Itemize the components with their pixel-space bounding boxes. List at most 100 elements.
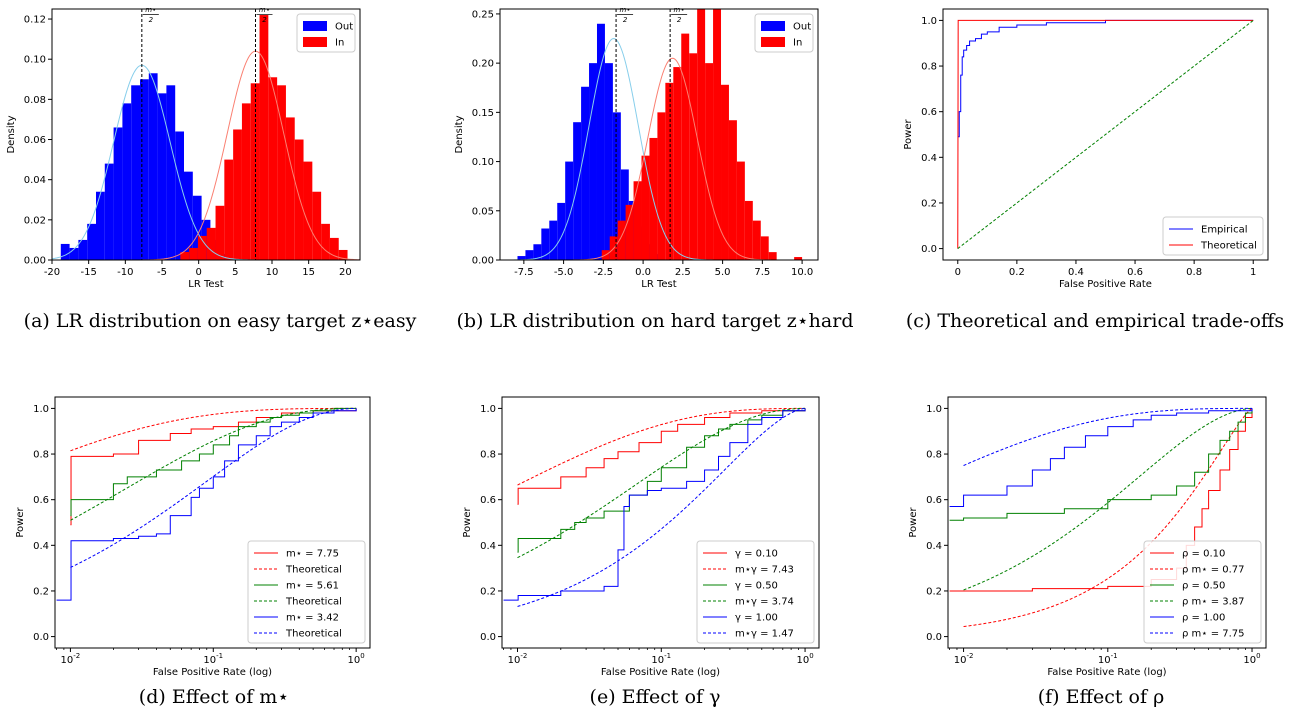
- hist-bar-in: [241, 103, 251, 260]
- y-tick-label: 0.0: [33, 632, 49, 643]
- y-tick-label: 0.6: [33, 495, 49, 506]
- x-tick-label: -5.0: [554, 267, 574, 278]
- legend-label: m⋆γ = 1.47: [735, 629, 794, 640]
- hist-bar-in: [760, 236, 769, 260]
- x-axis-label: False Positive Rate (log): [601, 667, 720, 678]
- y-tick-label: 0.4: [926, 541, 942, 552]
- hist-bar-out: [533, 244, 542, 260]
- legend-label: ρ = 0.10: [1182, 549, 1225, 560]
- legend-label: Out: [335, 22, 353, 33]
- legend: ρ = 0.10 ρ m⋆ = 0.77 ρ = 0.50 ρ m⋆ = 3.87 ρ …: [1143, 540, 1262, 644]
- y-tick-label: 0.8: [926, 450, 942, 461]
- y-tick-label: 0.02: [24, 215, 46, 226]
- chart-a: m⋆ 2 m⋆ 2 -20 -15 -10 -5 0 5 10 15 20 0.00 0.02 0.04 0.0…: [6, 6, 361, 290]
- hist-bar-in: [657, 112, 666, 260]
- series-line-0: [517, 408, 806, 505]
- legend-label: ρ = 1.00: [1182, 613, 1225, 624]
- x-tick-label: 10-2: [508, 652, 528, 666]
- y-tick-label: 0.6: [480, 495, 496, 506]
- plot-area-c: [957, 19, 1254, 249]
- hist-bar-in: [197, 235, 207, 260]
- x-tick-label: -20: [44, 267, 60, 278]
- y-tick-label: 0.4: [480, 541, 496, 552]
- y-tick-label: 1.0: [33, 404, 49, 415]
- hist-bar-out: [122, 103, 132, 260]
- x-tick-label: 0: [195, 267, 201, 278]
- hist-bar-out: [104, 163, 114, 260]
- series-line-2: [517, 408, 806, 553]
- hist-bar-in: [338, 249, 348, 260]
- legend-label: γ = 0.50: [735, 581, 778, 592]
- hist-bar-in: [625, 204, 634, 260]
- hist-bar-out: [87, 223, 96, 260]
- legend-label: Theoretical: [285, 565, 342, 576]
- hist-bar-out: [581, 86, 590, 260]
- svg-text:2: 2: [262, 16, 267, 24]
- series-line-5: [70, 407, 357, 568]
- hist-bar-in: [189, 247, 198, 260]
- legend-label: In: [335, 38, 344, 49]
- y-axis-label: Power: [903, 118, 914, 149]
- x-tick-label: 10.0: [791, 267, 813, 278]
- hist-bar-in: [206, 227, 216, 260]
- x-tick-label: 100: [796, 652, 813, 666]
- x-tick-label: 0.6: [1127, 267, 1143, 278]
- legend: Out In: [754, 13, 814, 53]
- axes-frame: [501, 396, 820, 649]
- mean-marker-label: m⋆ 2: [617, 6, 634, 24]
- y-tick-label: 0.04: [24, 175, 46, 186]
- y-tick-label: 0.12: [24, 15, 46, 26]
- hist-bar-out: [596, 23, 605, 260]
- caption-c: (c) Theoretical and empirical trade-offs: [906, 310, 1284, 332]
- hist-bar-in: [665, 82, 674, 260]
- hist-bar-in: [633, 181, 642, 260]
- hist-bar-in: [329, 237, 339, 260]
- y-tick-label: 0.20: [472, 59, 494, 70]
- y-tick-label: 0.10: [24, 55, 46, 66]
- x-tick-label: 10-2: [61, 652, 81, 666]
- chart-f: 10-2 10-1 100 0.0 0.2 0.4 0.6 0.8 1.0 False Posit…: [908, 396, 1267, 678]
- series-line-1: [957, 19, 1254, 249]
- hist-bar-out: [184, 171, 193, 260]
- hist-bar-in: [617, 220, 626, 260]
- hist-bar-in: [215, 205, 225, 260]
- hist-bar-out: [96, 191, 105, 260]
- caption-e: (e) Effect of γ: [590, 686, 721, 708]
- x-tick-label: 10-1: [203, 652, 223, 666]
- y-tick-label: 0.25: [472, 9, 494, 20]
- legend-swatch: [303, 21, 327, 31]
- plot-area-b: [500, 9, 818, 260]
- hist-bar-out: [612, 112, 621, 260]
- y-tick-label: 0.8: [921, 62, 937, 73]
- legend-label: m⋆γ = 7.43: [735, 565, 794, 576]
- hist-bar-in: [705, 63, 714, 260]
- legend-swatch: [303, 37, 327, 47]
- hist-bar-out: [517, 256, 526, 260]
- y-tick-label: 1.0: [926, 404, 942, 415]
- y-tick-label: 0.0: [480, 632, 496, 643]
- legend-label: m⋆ = 3.42: [286, 613, 339, 624]
- legend-label: ρ m⋆ = 7.75: [1182, 629, 1245, 640]
- hist-bar-out: [131, 85, 140, 260]
- caption-d: (d) Effect of m⋆: [139, 686, 289, 708]
- series-line-0: [949, 408, 1253, 592]
- legend-label: In: [793, 38, 802, 49]
- plot-area-f: [949, 407, 1253, 628]
- y-tick-label: 0.2: [926, 586, 942, 597]
- hist-bar-in: [794, 257, 803, 260]
- hist-bar-out: [573, 122, 582, 260]
- svg-text:2: 2: [149, 16, 154, 24]
- x-tick-label: 0.4: [1068, 267, 1084, 278]
- x-tick-label: 100: [348, 652, 365, 666]
- plot-area-d: [56, 407, 357, 601]
- y-tick-label: 1.0: [480, 404, 496, 415]
- y-axis-label: Power: [908, 506, 919, 537]
- hist-bar-in: [713, 9, 722, 260]
- series-line-0: [70, 408, 357, 526]
- y-tick-label: 0.4: [921, 153, 937, 164]
- legend-label: γ = 0.10: [735, 549, 778, 560]
- legend-label: γ = 1.00: [735, 613, 778, 624]
- x-tick-label: 0.2: [1009, 267, 1025, 278]
- svg-text:m⋆: m⋆: [619, 6, 630, 14]
- legend-swatch: [761, 37, 785, 47]
